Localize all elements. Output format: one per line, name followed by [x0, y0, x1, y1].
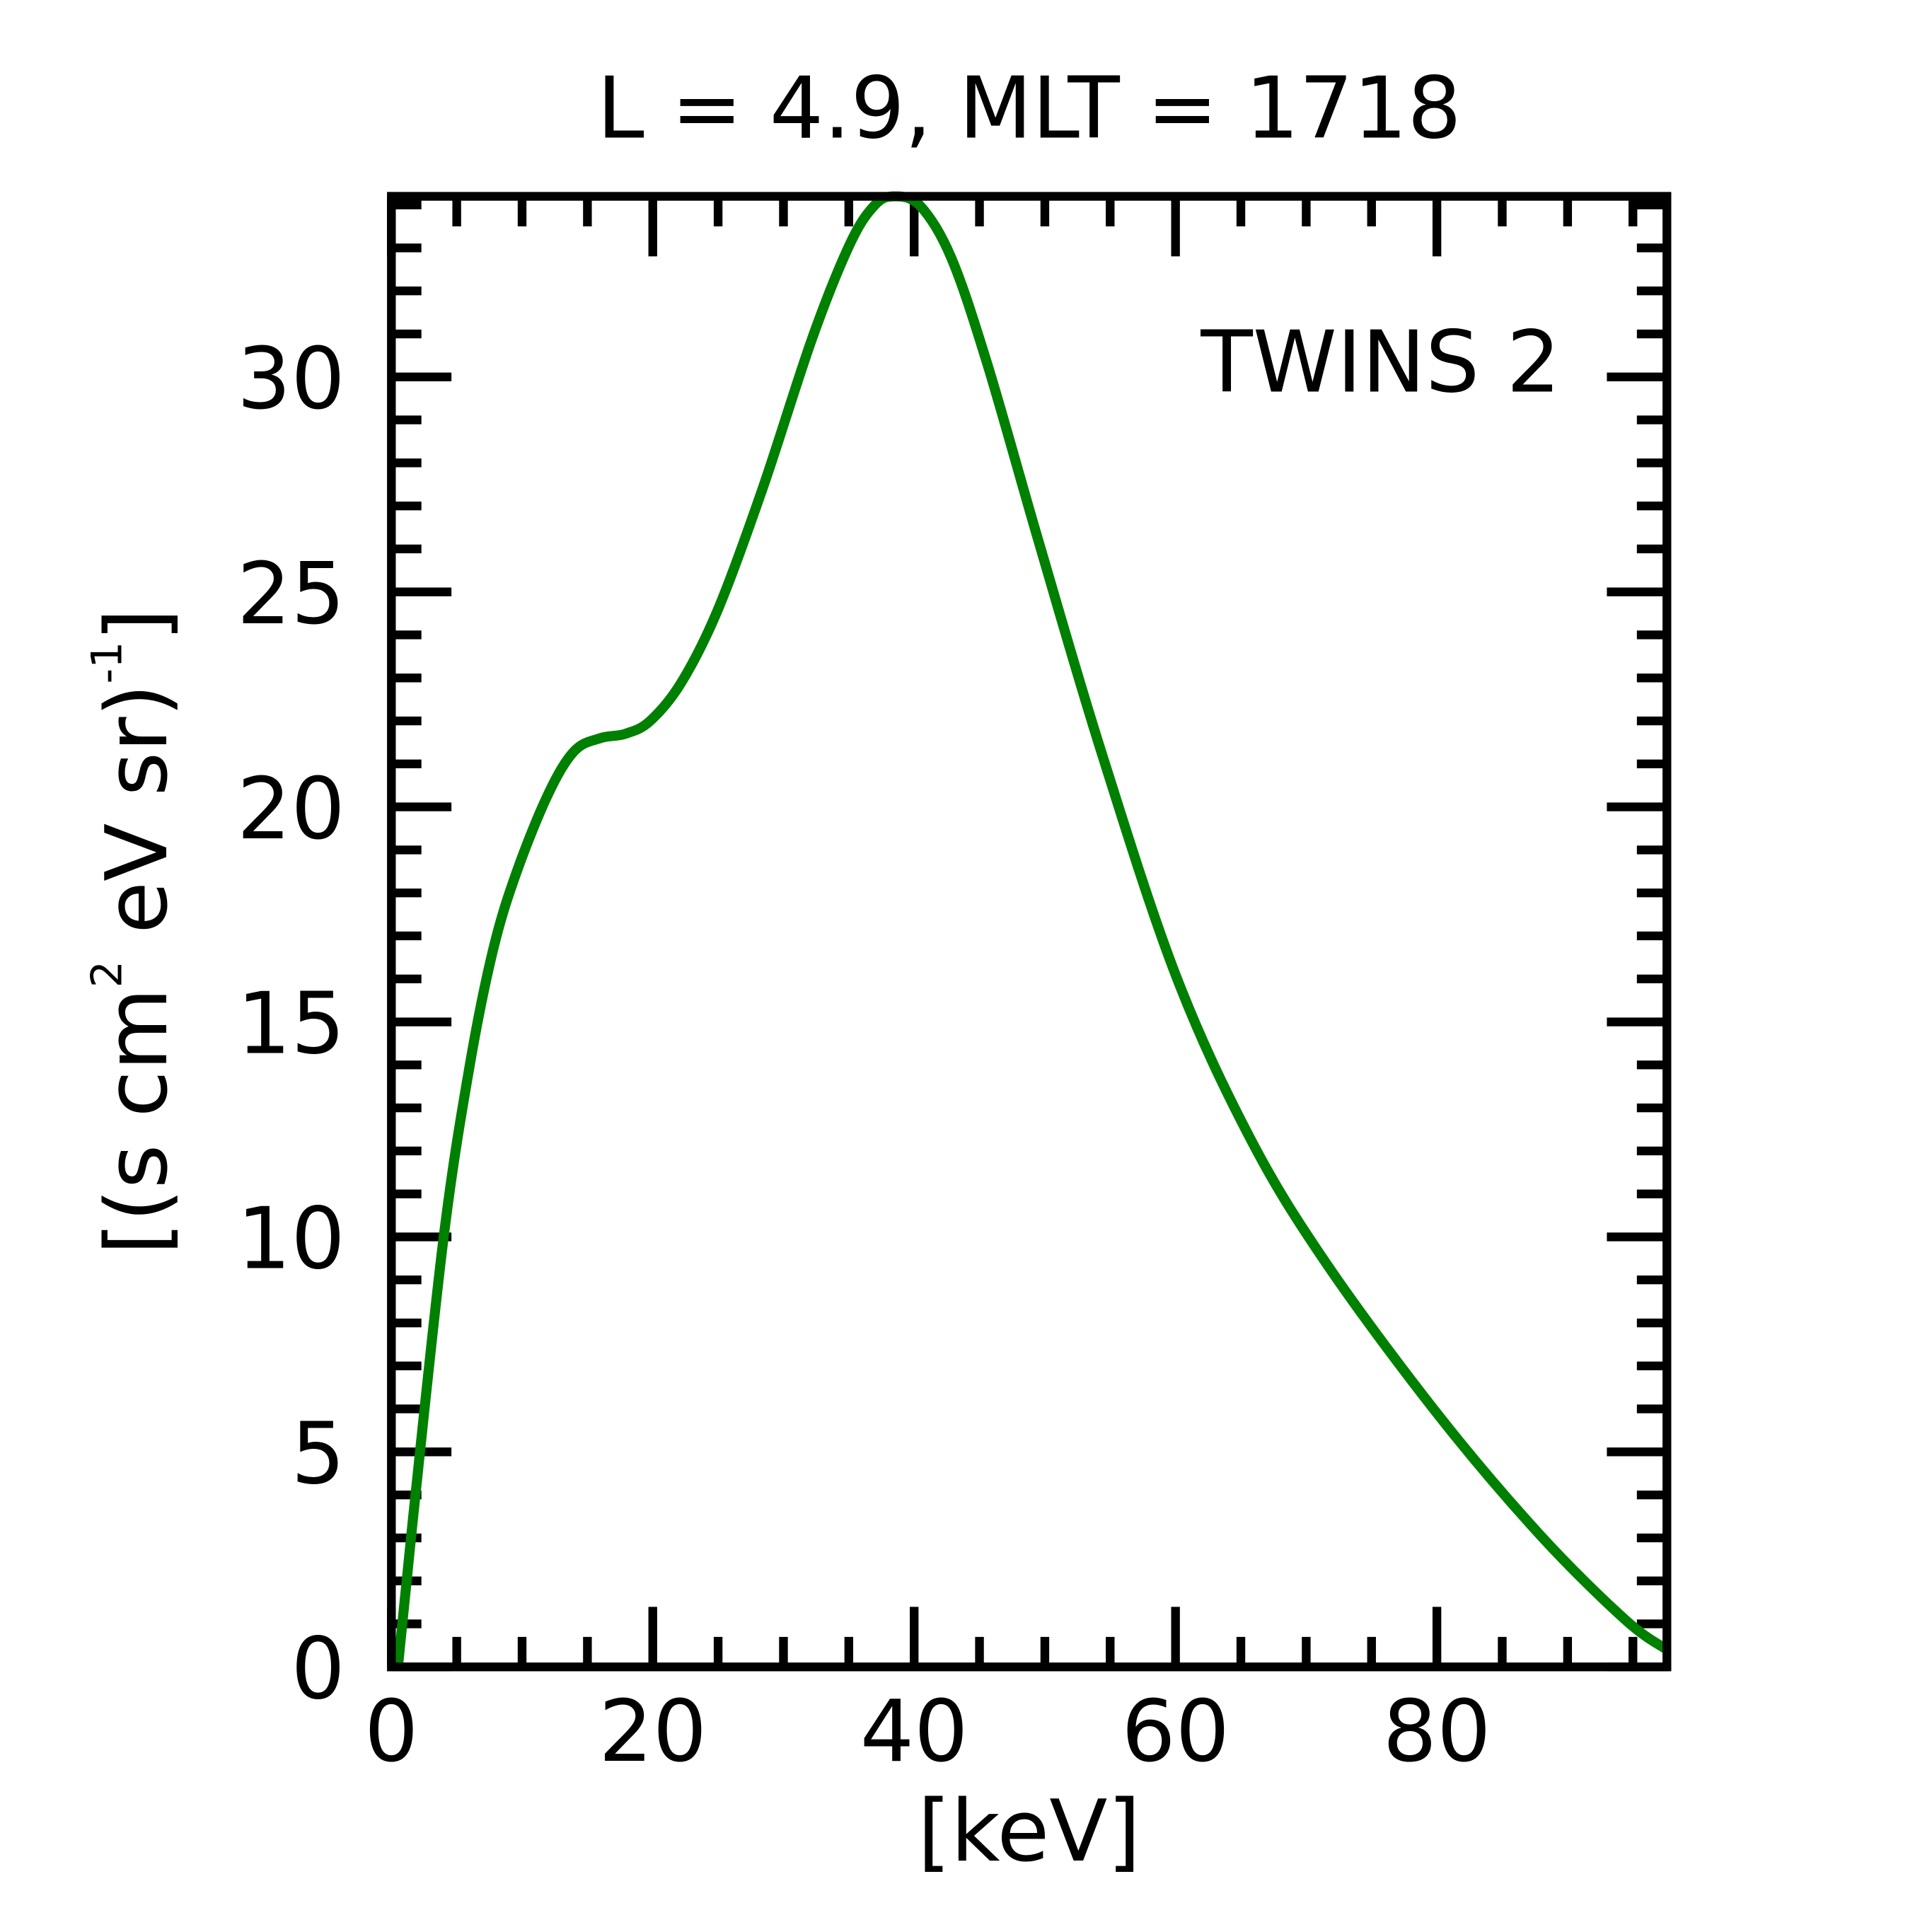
y-tick-label: 0 — [291, 1619, 345, 1718]
y-axis-label: [(s cm2 eV sr)-1] — [82, 608, 187, 1255]
plot-frame — [387, 192, 1672, 1672]
y-tick-label: 15 — [237, 975, 345, 1074]
axis-ticks — [387, 196, 1667, 1672]
y-tick-label: 30 — [237, 330, 345, 429]
x-axis-label: [keV] — [918, 1782, 1140, 1881]
y-label-sup: -1 — [82, 642, 132, 684]
y-tick-label: 5 — [291, 1405, 345, 1504]
x-tick-label: 40 — [860, 1682, 968, 1781]
y-label-sup: 2 — [82, 961, 132, 988]
y-tick-label: 20 — [237, 760, 345, 859]
series-line-twins-2 — [393, 191, 1670, 1667]
x-tick-label: 60 — [1121, 1682, 1230, 1781]
tick-labels: 0 20 40 60 80 0 5 10 15 20 25 30 — [237, 330, 1491, 1781]
y-label-suffix: ] — [88, 608, 187, 642]
legend-label: TWINS 2 — [1200, 313, 1561, 412]
x-tick-label: 0 — [364, 1682, 418, 1781]
x-tick-label: 20 — [598, 1682, 707, 1781]
y-tick-label: 25 — [237, 545, 345, 644]
chart-title: L = 4.9, MLT = 1718 — [597, 59, 1462, 158]
x-tick-label: 80 — [1383, 1682, 1491, 1781]
y-tick-label: 10 — [237, 1190, 345, 1289]
y-label-middle: eV sr) — [88, 684, 187, 961]
y-label-prefix: [(s cm — [88, 988, 187, 1255]
